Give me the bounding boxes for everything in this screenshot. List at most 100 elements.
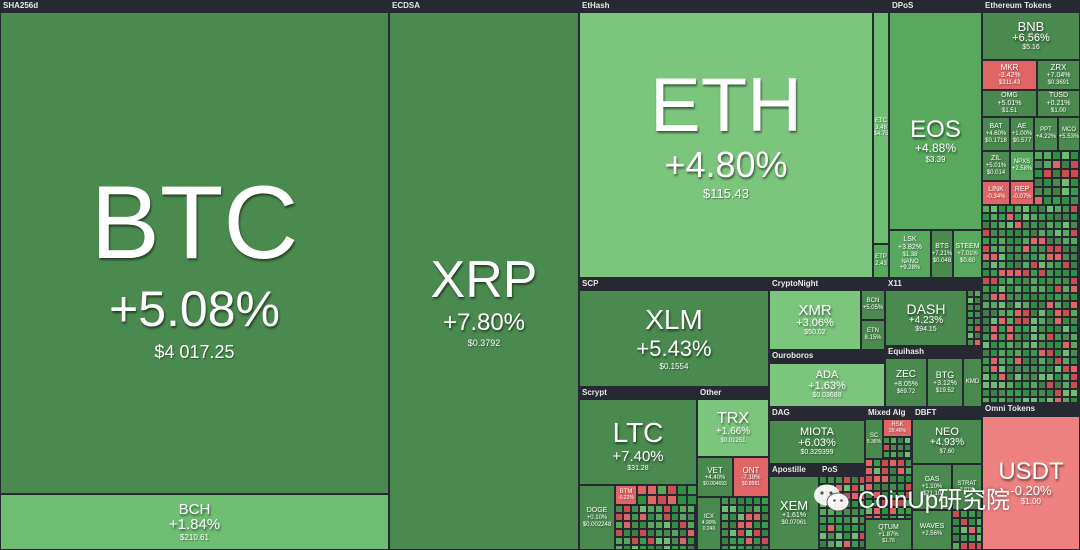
tile-npxs[interactable]: NPXS +2.58% (1010, 151, 1034, 181)
mosaic-cell[interactable] (1070, 333, 1078, 341)
mosaic-cell[interactable] (615, 545, 623, 550)
mosaic-cell[interactable] (623, 505, 631, 513)
mosaic-cell[interactable] (967, 290, 974, 297)
mosaic-cell[interactable] (687, 521, 695, 529)
mosaic-cell[interactable] (859, 540, 865, 548)
mosaic-cell[interactable] (835, 532, 843, 540)
mosaic-cell[interactable] (1006, 293, 1014, 301)
mosaic-cell[interactable] (1046, 221, 1054, 229)
mosaic-cell[interactable] (1062, 373, 1070, 381)
mosaic-cell[interactable] (843, 516, 851, 524)
mosaic-cell[interactable] (1006, 253, 1014, 261)
mosaic-cell[interactable] (1046, 301, 1054, 309)
mosaic-cell[interactable] (827, 540, 835, 548)
mosaic-cell[interactable] (667, 495, 677, 505)
mosaic-cell[interactable] (1046, 229, 1054, 237)
mosaic-cell[interactable] (1046, 365, 1054, 373)
mosaic-cell[interactable] (851, 524, 859, 532)
mosaic-cell[interactable] (1046, 389, 1054, 397)
mosaic-cell[interactable] (976, 542, 982, 550)
mosaic-cell[interactable] (1006, 269, 1014, 277)
mosaic-cell[interactable] (974, 297, 981, 304)
mosaic-cell[interactable] (998, 373, 1006, 381)
mosaic-cell[interactable] (1038, 253, 1046, 261)
mosaic-cell[interactable] (1034, 160, 1043, 169)
mosaic-cell[interactable] (1061, 187, 1070, 196)
mosaic-cell[interactable] (1006, 357, 1014, 365)
mosaic-cell[interactable] (1038, 277, 1046, 285)
mosaic-cell[interactable] (873, 459, 881, 467)
mosaic-cell[interactable] (687, 485, 697, 495)
mosaic-cell[interactable] (1014, 389, 1022, 397)
mosaic-cell[interactable] (639, 545, 647, 550)
mosaic-cell[interactable] (1062, 309, 1070, 317)
mosaic-cell[interactable] (982, 221, 990, 229)
mosaic-cell[interactable] (835, 516, 843, 524)
tile-xmr[interactable]: XMR +3.06% $50.02 (769, 290, 861, 350)
mosaic-cell[interactable] (998, 325, 1006, 333)
mosaic-cell[interactable] (1046, 269, 1054, 277)
mosaic-cell[interactable] (639, 529, 647, 537)
mosaic-cell[interactable] (761, 545, 769, 550)
mosaic-cell[interactable] (1006, 229, 1014, 237)
mosaic-cell[interactable] (663, 545, 671, 550)
mosaic-cell[interactable] (1038, 213, 1046, 221)
mosaic-cell[interactable] (1034, 178, 1043, 187)
tile-qtum[interactable]: QTUM +1.87% $1.76 (865, 519, 912, 550)
mosaic-cell[interactable] (904, 444, 911, 451)
mosaic-cell[interactable] (1038, 397, 1046, 403)
mosaic-cell[interactable] (1054, 373, 1062, 381)
mosaic-cell[interactable] (657, 485, 667, 495)
mosaic-cell[interactable] (1038, 269, 1046, 277)
mosaic-cell[interactable] (990, 357, 998, 365)
mosaic-cell[interactable] (1054, 277, 1062, 285)
tile-bts[interactable]: BTS +7.21% $0.048 (931, 230, 953, 278)
tile-mkr[interactable]: MKR -3.42% $311.43 (982, 60, 1037, 90)
mosaic-cell[interactable] (905, 507, 912, 515)
mosaic-cell[interactable] (1014, 285, 1022, 293)
mosaic-cell[interactable] (1006, 333, 1014, 341)
mosaic-cell[interactable] (1006, 213, 1014, 221)
mosaic-cell[interactable] (990, 253, 998, 261)
mosaic-cell[interactable] (883, 458, 890, 460)
mosaic-cell[interactable] (687, 545, 695, 550)
mosaic-cell[interactable] (976, 526, 982, 534)
mosaic-cell[interactable] (647, 545, 655, 550)
mosaic-cell[interactable] (873, 499, 881, 507)
mosaic-cell[interactable] (990, 349, 998, 357)
mosaic-cell[interactable] (881, 507, 889, 515)
mosaic-cell[interactable] (1030, 373, 1038, 381)
mosaic-cell[interactable] (761, 505, 769, 513)
mosaic-cell[interactable] (873, 507, 881, 515)
mosaic-cell[interactable] (729, 545, 737, 550)
mosaic-cell[interactable] (1014, 205, 1022, 213)
mosaic-cell[interactable] (835, 524, 843, 532)
mosaic-cell[interactable] (1054, 261, 1062, 269)
mosaic-cell[interactable] (897, 451, 904, 458)
tile-ont[interactable]: ONT -7.19% $0.8561 (733, 457, 769, 497)
mosaic-cell[interactable] (843, 508, 851, 516)
mosaic-cell[interactable] (952, 510, 960, 518)
mosaic-cell[interactable] (1062, 389, 1070, 397)
mosaic-cell[interactable] (721, 521, 729, 529)
mosaic-cell[interactable] (1030, 317, 1038, 325)
mosaic-cell[interactable] (974, 332, 981, 339)
mosaic-cell[interactable] (663, 537, 671, 545)
mosaic-cell[interactable] (859, 484, 865, 492)
mosaic-cell[interactable] (998, 205, 1006, 213)
tile-bat[interactable]: BAT +4.60% $0.1718 (982, 117, 1010, 151)
mosaic-cell[interactable] (990, 325, 998, 333)
mosaic-cell[interactable] (1062, 229, 1070, 237)
mosaic-cell[interactable] (981, 304, 983, 311)
mosaic-cell[interactable] (1014, 293, 1022, 301)
mosaic-cell[interactable] (679, 513, 687, 521)
mosaic-cell[interactable] (647, 485, 657, 495)
mosaic-cell[interactable] (1062, 325, 1070, 333)
mosaic-cell[interactable] (663, 521, 671, 529)
mosaic-cell[interactable] (1061, 151, 1070, 160)
mosaic-cell[interactable] (753, 529, 761, 537)
mosaic-cell[interactable] (1030, 205, 1038, 213)
mosaic-cell[interactable] (1070, 160, 1079, 169)
mosaic-cell[interactable] (1038, 349, 1046, 357)
mosaic-cell[interactable] (1022, 301, 1030, 309)
